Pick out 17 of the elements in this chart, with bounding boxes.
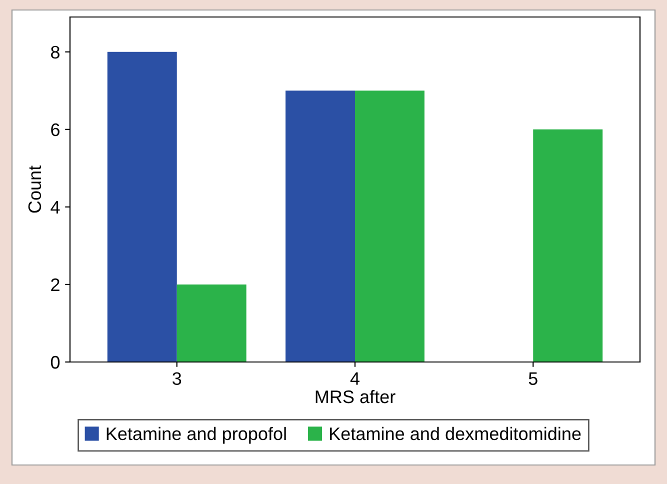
y-tick-label: 4 — [50, 201, 60, 214]
bar — [533, 129, 603, 362]
y-axis-title: Count — [28, 166, 42, 213]
x-tick-label: 4 — [350, 372, 360, 385]
bar — [286, 90, 355, 362]
legend-label: Ketamine and propofol — [106, 426, 286, 444]
bar — [176, 284, 246, 362]
x-tick-label: 3 — [172, 372, 182, 385]
y-tick-label: 8 — [51, 46, 60, 59]
bar — [107, 52, 177, 362]
legend-label: Ketamine and dexmeditomidine — [330, 426, 581, 440]
y-tick-label: 0 — [50, 356, 60, 369]
x-axis-title: MRS after — [316, 390, 396, 404]
bar — [355, 90, 424, 362]
y-tick-label: 2 — [51, 278, 60, 292]
y-tick-label: 6 — [51, 123, 60, 136]
x-tick-label: 5 — [528, 372, 538, 385]
